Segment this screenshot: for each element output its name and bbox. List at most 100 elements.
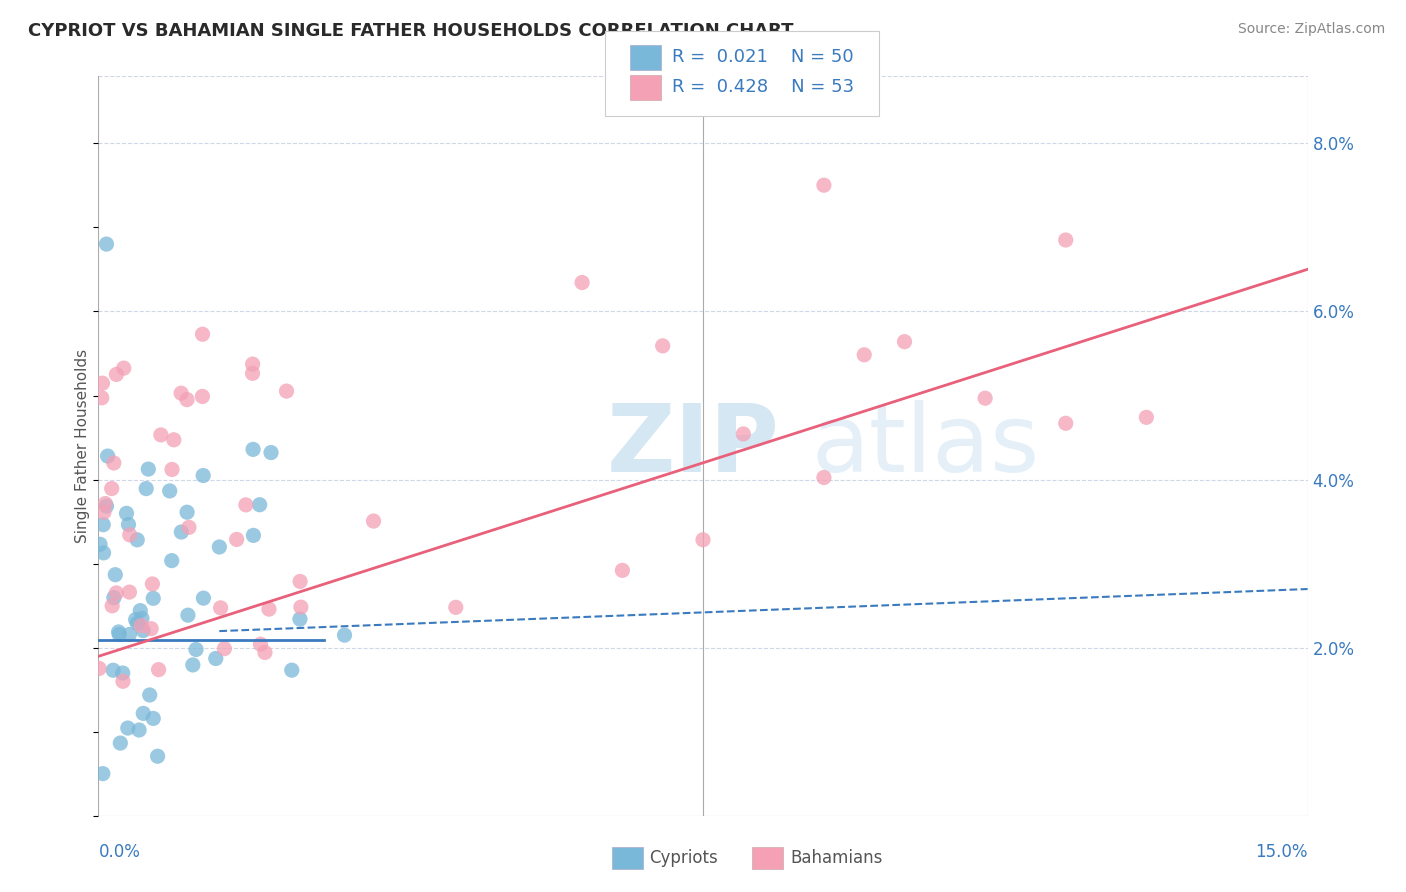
Point: [249, 637, 271, 651]
Point: [571, 276, 593, 290]
Point: [242, 528, 264, 542]
Point: [177, 520, 200, 534]
Point: [242, 357, 264, 371]
Point: [103, 663, 125, 677]
Point: [193, 468, 215, 483]
Point: [103, 456, 125, 470]
Point: [276, 384, 298, 398]
Point: [235, 498, 257, 512]
Point: [146, 749, 169, 764]
Point: [91, 766, 114, 780]
Point: [94, 497, 117, 511]
Point: [142, 591, 165, 606]
Point: [149, 428, 172, 442]
Point: [651, 339, 673, 353]
Text: Cypriots: Cypriots: [650, 849, 718, 867]
Point: [160, 554, 183, 568]
Point: [170, 386, 193, 401]
Point: [96, 237, 118, 252]
Point: [1054, 233, 1077, 247]
Point: [101, 599, 124, 613]
Point: [93, 546, 115, 560]
Point: [111, 674, 134, 689]
Point: [107, 624, 129, 639]
Point: [181, 657, 204, 672]
Point: [118, 528, 141, 542]
Point: [87, 661, 110, 675]
Point: [118, 585, 141, 599]
Point: [692, 533, 714, 547]
Point: [91, 376, 114, 391]
Point: [204, 651, 226, 665]
Point: [242, 367, 264, 381]
Point: [160, 462, 183, 476]
Point: [89, 537, 111, 551]
Point: [191, 327, 214, 342]
Point: [110, 736, 132, 750]
Point: [117, 721, 139, 735]
Text: R =  0.021    N = 50: R = 0.021 N = 50: [672, 48, 853, 66]
Point: [131, 611, 153, 625]
Point: [104, 567, 127, 582]
Point: [148, 663, 170, 677]
Point: [93, 505, 115, 519]
Point: [103, 591, 125, 605]
Point: [141, 577, 163, 591]
Point: [97, 449, 120, 463]
Point: [893, 334, 915, 349]
Point: [281, 663, 304, 677]
Point: [112, 361, 135, 376]
Point: [214, 641, 236, 656]
Point: [813, 178, 835, 193]
Point: [124, 613, 146, 627]
Point: [115, 506, 138, 520]
Point: [129, 604, 152, 618]
Point: [290, 600, 312, 615]
Point: [1054, 417, 1077, 431]
Y-axis label: Single Father Households: Single Father Households: [75, 349, 90, 543]
Point: [91, 517, 114, 532]
Point: [129, 618, 152, 632]
Point: [136, 462, 159, 476]
Point: [176, 392, 198, 407]
Point: [193, 591, 215, 606]
Point: [163, 433, 186, 447]
Text: atlas: atlas: [811, 400, 1040, 492]
Point: [177, 608, 200, 623]
Point: [128, 723, 150, 737]
Point: [142, 711, 165, 725]
Point: [127, 533, 149, 547]
Point: [118, 627, 141, 641]
Point: [127, 616, 149, 631]
Point: [138, 688, 160, 702]
Text: Bahamians: Bahamians: [790, 849, 883, 867]
Point: [111, 666, 134, 681]
Point: [108, 627, 131, 641]
Point: [191, 389, 214, 403]
Point: [257, 602, 280, 616]
Point: [363, 514, 385, 528]
Point: [132, 706, 155, 721]
Point: [159, 483, 181, 498]
Text: 0.0%: 0.0%: [98, 843, 141, 861]
Point: [135, 482, 157, 496]
Point: [105, 368, 128, 382]
Point: [105, 586, 128, 600]
Text: R =  0.428    N = 53: R = 0.428 N = 53: [672, 78, 855, 96]
Point: [813, 470, 835, 484]
Point: [100, 482, 122, 496]
Point: [612, 563, 634, 577]
Point: [853, 348, 876, 362]
Point: [1135, 410, 1157, 425]
Text: CYPRIOT VS BAHAMIAN SINGLE FATHER HOUSEHOLDS CORRELATION CHART: CYPRIOT VS BAHAMIAN SINGLE FATHER HOUSEH…: [28, 22, 793, 40]
Point: [249, 498, 271, 512]
Point: [253, 645, 276, 659]
Point: [288, 574, 311, 589]
Point: [288, 612, 311, 626]
Point: [141, 622, 163, 636]
Point: [225, 533, 247, 547]
Text: 15.0%: 15.0%: [1256, 843, 1308, 861]
Point: [184, 642, 207, 657]
Point: [733, 427, 755, 442]
Point: [444, 600, 467, 615]
